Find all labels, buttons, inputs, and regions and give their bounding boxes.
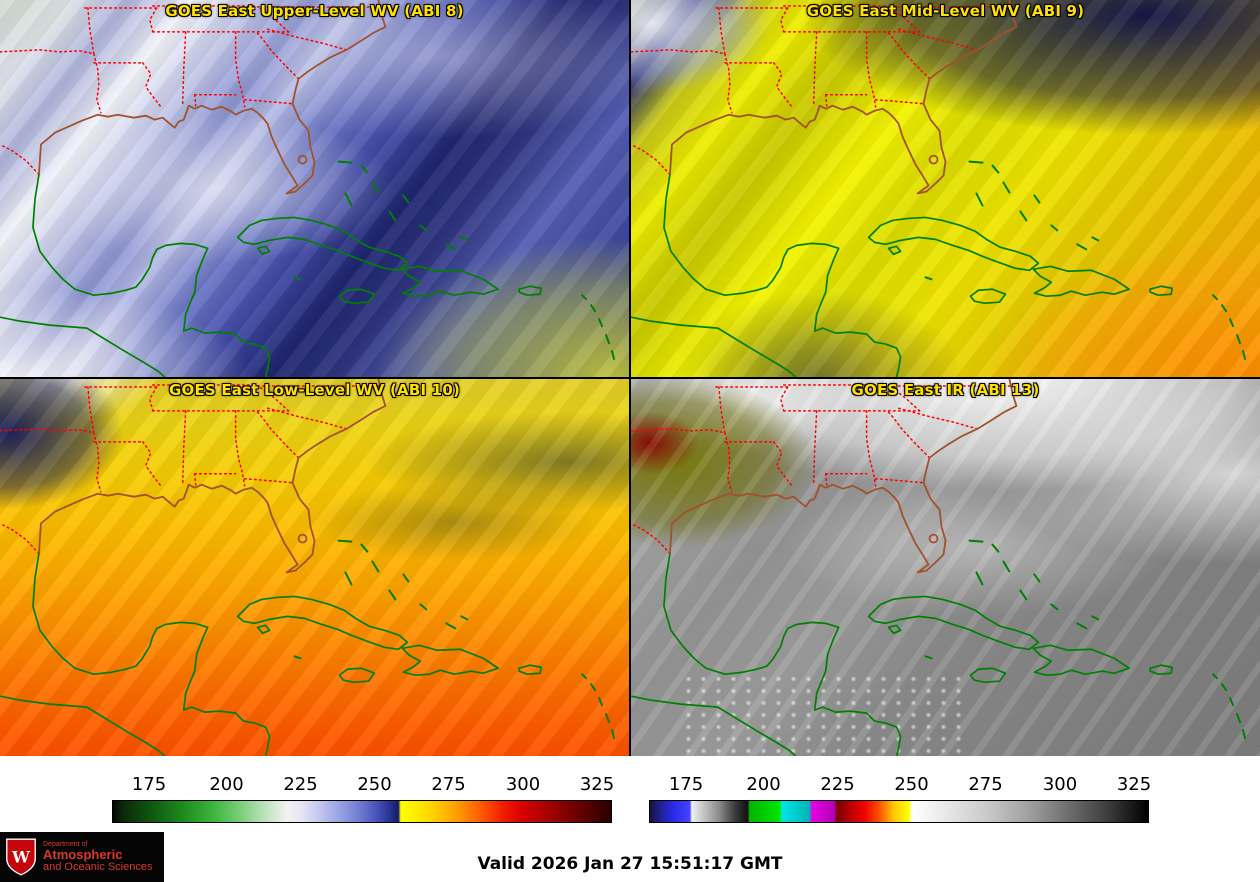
tick-label: 175 (131, 774, 167, 795)
tick-label: 325 (1116, 774, 1152, 795)
tick-label: 225 (820, 774, 855, 795)
tick-label: 250 (357, 774, 392, 795)
uw-aos-logo: W Department of Atmospheric and Oceanic … (0, 832, 164, 882)
map-overlay (0, 0, 616, 377)
wv-colorbar-ticks: 175 200 225 250 275 300 325 (112, 774, 615, 796)
logo-text: Department of Atmospheric and Oceanic Sc… (43, 841, 152, 874)
wv-colorbar (112, 800, 612, 823)
uw-crest-icon: W (6, 838, 36, 876)
ir-colorbar-ticks: 175 200 225 250 275 300 325 (649, 774, 1152, 796)
panel-mid-level-wv: GOES East Mid-Level WV (ABI 9) (631, 0, 1260, 377)
logo-line-oceanic: and Oceanic Sciences (43, 860, 153, 873)
panel-upper-level-wv: GOES East Upper-Level WV (ABI 8) (0, 0, 629, 377)
satellite-panel-grid: GOES East Upper-Level WV (ABI 8) GOES Ea… (0, 0, 1260, 756)
tick-label: 250 (894, 774, 929, 795)
panel-title-abi10: GOES East Low-Level WV (ABI 10) (168, 381, 461, 399)
tick-label: 300 (505, 774, 541, 795)
panel-ir: GOES East IR (ABI 13) (631, 379, 1260, 756)
tick-label: 200 (209, 774, 244, 795)
wv-colorbar-group: 175 200 225 250 275 300 325 (112, 774, 615, 834)
map-overlay (0, 379, 616, 756)
tick-label: 200 (746, 774, 781, 795)
tick-label: 175 (668, 774, 704, 795)
panel-title-abi8: GOES East Upper-Level WV (ABI 8) (165, 2, 464, 20)
logo-dept-line: Department of (43, 840, 88, 848)
tick-label: 225 (283, 774, 318, 795)
ir-colorbar (649, 800, 1149, 823)
footer: 175 200 225 250 275 300 325 175 200 225 … (0, 756, 1260, 882)
panel-low-level-wv: GOES East Low-Level WV (ABI 10) (0, 379, 629, 756)
map-overlay (631, 0, 1247, 377)
valid-time: Valid 2026 Jan 27 15:51:17 GMT (477, 854, 783, 874)
map-overlay (631, 379, 1247, 756)
panel-title-abi13: GOES East IR (ABI 13) (851, 381, 1040, 399)
panel-title-abi9: GOES East Mid-Level WV (ABI 9) (806, 2, 1085, 20)
tick-label: 300 (1042, 774, 1078, 795)
ir-colorbar-group: 175 200 225 250 275 300 325 (649, 774, 1152, 834)
logo-line-atmospheric: Atmospheric (43, 847, 123, 863)
satellite-image-abi10 (0, 379, 629, 756)
crest-letter: W (11, 847, 31, 866)
tick-label: 275 (431, 774, 466, 795)
tick-label: 275 (968, 774, 1003, 795)
tick-label: 325 (579, 774, 615, 795)
